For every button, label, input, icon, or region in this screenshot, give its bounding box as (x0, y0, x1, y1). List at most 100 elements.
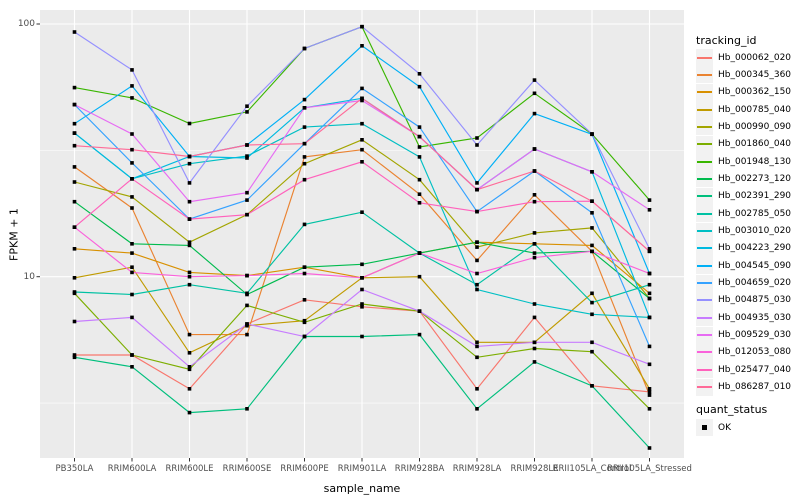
legend-item: Hb_002273_120 (696, 170, 792, 188)
data-point (475, 143, 479, 147)
series-color-swatch (697, 230, 712, 232)
data-point (417, 155, 422, 159)
data-point (187, 243, 192, 248)
data-point (475, 271, 479, 276)
series-color-swatch (697, 212, 712, 215)
data-point (590, 226, 594, 230)
legend-key (696, 274, 713, 292)
data-point (590, 291, 594, 296)
legend-label: Hb_086287_010 (718, 382, 792, 393)
data-point (475, 245, 479, 249)
data-point (130, 365, 134, 369)
data-point (302, 155, 307, 159)
data-point (130, 96, 134, 100)
data-point (245, 143, 249, 147)
data-point (130, 68, 134, 72)
data-point (187, 282, 192, 287)
series-color-swatch (697, 316, 712, 319)
data-point (72, 290, 77, 294)
data-point (475, 240, 479, 244)
legend-key (696, 49, 713, 66)
data-point (187, 161, 192, 166)
data-point (417, 134, 422, 139)
data-point (647, 291, 652, 296)
data-point (130, 132, 134, 136)
data-point (130, 195, 134, 199)
legend-key (696, 101, 713, 119)
data-point (130, 270, 134, 275)
legend-key (696, 83, 713, 101)
legend-key (696, 309, 713, 327)
data-point (72, 247, 77, 251)
legend-label: Hb_002273_120 (718, 173, 792, 184)
data-point (647, 344, 652, 349)
x-tick-label: RRIM928BA (394, 464, 445, 474)
data-point (590, 132, 594, 136)
data-point (647, 393, 652, 397)
data-point (72, 30, 77, 34)
data-point (187, 240, 192, 244)
data-point (130, 242, 134, 246)
data-point (187, 367, 192, 372)
data-point (417, 84, 422, 89)
series-color-swatch (697, 247, 712, 250)
legend-label: Hb_009529_030 (718, 330, 792, 341)
legend-key (696, 419, 713, 436)
series-color-swatch (697, 73, 712, 76)
data-point (532, 302, 537, 306)
data-point (647, 446, 652, 450)
data-point (360, 287, 364, 292)
data-point (417, 274, 422, 279)
data-point (475, 258, 479, 263)
data-point (302, 177, 307, 182)
y-tick-label: 10 (23, 271, 35, 282)
data-point (647, 282, 652, 287)
series-color-swatch (697, 160, 712, 163)
data-point (72, 143, 77, 148)
data-point (302, 271, 307, 276)
data-point (360, 147, 364, 152)
legend-item: Hb_025477_040 (696, 361, 791, 379)
legend-label: Hb_012053_080 (718, 347, 792, 358)
data-point (245, 212, 249, 217)
series-color-swatch (697, 177, 712, 180)
legend-key (696, 135, 713, 153)
data-point (475, 344, 479, 349)
x-tick-label: RRIM600PE (280, 464, 329, 474)
x-tick-label: RRIM600LE (165, 464, 214, 474)
data-point (475, 181, 479, 185)
data-point (417, 192, 422, 196)
series-color-swatch (697, 195, 712, 198)
data-point (417, 332, 422, 337)
legend-item: Hb_000785_040 (696, 101, 791, 119)
data-point (590, 349, 594, 354)
legend-item: Hb_000345_360 (696, 66, 792, 84)
legend-key (696, 291, 713, 309)
data-point (187, 365, 192, 369)
data-point (417, 145, 422, 149)
data-point (532, 169, 537, 173)
data-point (302, 320, 307, 325)
legend-item: Hb_000062_020 (696, 49, 791, 66)
series-color-swatch (697, 108, 712, 111)
data-point (360, 44, 364, 48)
data-point (532, 91, 537, 96)
legend-label: Hb_004545_090 (718, 260, 792, 271)
legend-label: Hb_000345_360 (718, 69, 792, 80)
data-point (245, 332, 249, 337)
data-point (245, 407, 249, 411)
series-color-swatch (697, 143, 712, 146)
legend-label: Hb_002391_290 (718, 191, 792, 202)
data-point (475, 136, 479, 140)
data-point (72, 276, 77, 280)
legend-key (696, 343, 713, 361)
data-point (360, 138, 364, 142)
legend-label: Hb_000990_090 (718, 121, 792, 132)
legend-item: Hb_000362_150 (696, 83, 791, 101)
data-point (532, 231, 537, 235)
data-point (360, 262, 364, 267)
legend-item: Hb_004875_030 (696, 291, 791, 309)
data-point (302, 125, 307, 129)
